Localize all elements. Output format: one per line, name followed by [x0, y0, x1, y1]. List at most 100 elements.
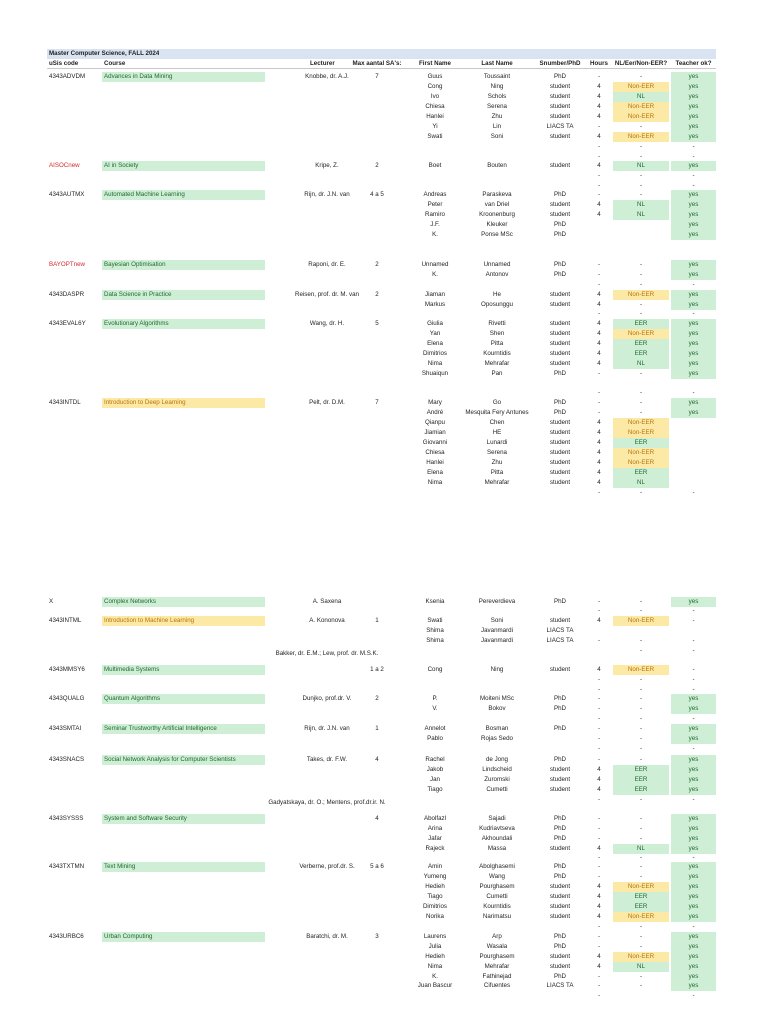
table-row: ---: [47, 171, 716, 181]
teacher-ok: yes: [671, 862, 716, 872]
table-row: Ramiro Kroonenburg student 4 NL yes: [47, 210, 716, 220]
max-assistants: 4: [375, 815, 379, 822]
last-name: Ning: [490, 666, 504, 673]
table-row: Cong Ning student 4 Non-EER yes: [47, 82, 716, 92]
teacher-ok: yes: [671, 319, 716, 329]
teacher-ok: -: [692, 182, 695, 189]
teacher-ok: yes: [671, 824, 716, 834]
nl-eer-status: EER: [613, 775, 669, 785]
teacher-ok: yes: [671, 972, 716, 982]
first-name: Unnamed: [421, 261, 449, 268]
first-name: Ramiro: [425, 211, 445, 218]
snumber: student: [549, 103, 571, 110]
first-name: Amin: [427, 863, 443, 870]
teacher-ok: yes: [671, 349, 716, 359]
nl-eer-status: NL: [613, 359, 669, 369]
nl-eer-status: Non-EER: [613, 616, 669, 626]
first-name: J.F.: [430, 221, 440, 228]
snumber: student: [549, 786, 571, 793]
nl-eer-status: NL: [613, 962, 669, 972]
teacher-ok: yes: [671, 210, 716, 220]
last-name: Paraskeva: [482, 191, 512, 198]
last-name: Zhu: [491, 113, 503, 120]
table-row: André Mesquita Fery Antunes PhD - - yes: [47, 408, 716, 418]
header-last-name: Last Name: [481, 59, 513, 67]
max-assistants: 2: [375, 162, 379, 169]
course-code: 4343MMSY6: [49, 666, 85, 673]
snumber: PhD: [553, 815, 567, 822]
header-code: uSis code: [49, 59, 79, 67]
first-name: Rajeck: [425, 845, 445, 852]
first-name: Shima: [426, 627, 444, 634]
table-row: Julia Wasala PhD - - yes: [47, 942, 716, 952]
teacher-ok: yes: [671, 844, 716, 854]
teacher-ok: yes: [671, 339, 716, 349]
snumber: student: [549, 83, 571, 90]
first-name: Peter: [427, 201, 443, 208]
last-name: de Jong: [485, 756, 509, 763]
lecturer: Verberne, prof.dr. S.: [299, 863, 355, 870]
table-row: J.F. Kleuker PhD yes: [47, 220, 716, 230]
table-row: Yan Shen student 4 Non-EER yes: [47, 329, 716, 339]
hours: 4: [597, 320, 601, 327]
teacher-ok: yes: [671, 398, 716, 408]
course-name: Data Science in Practice: [102, 290, 265, 300]
nl-eer-status: Non-EER: [613, 329, 669, 339]
table-row: Shuaiqun Pan PhD - - yes: [47, 369, 716, 379]
snumber: student: [549, 350, 571, 357]
last-name: Oposunggu: [481, 301, 513, 308]
snumber: PhD: [553, 863, 567, 870]
table-row: ---: [47, 388, 716, 398]
hours: 4: [597, 360, 601, 367]
hours: -: [597, 943, 601, 950]
nl-eer-status: -: [639, 796, 643, 803]
hours: 4: [597, 786, 601, 793]
first-name: Cong: [427, 666, 443, 673]
hours: -: [597, 863, 601, 870]
hours: -: [597, 745, 601, 752]
nl-eer-status: -: [639, 923, 643, 930]
last-name: Bouten: [487, 162, 507, 169]
first-name: Andreas: [423, 191, 447, 198]
header-row: uSis code Course Lecturer Max aantal SA'…: [47, 59, 716, 69]
teacher-ok: yes: [671, 912, 716, 922]
last-name: Bokov: [488, 705, 506, 712]
course-code: 4343DASPR: [49, 291, 85, 298]
nl-eer-status: NL: [613, 210, 669, 220]
snumber: PhD: [553, 933, 567, 940]
table-row: Arina Kudriavtseva PhD - - yes: [47, 824, 716, 834]
first-name: Annelot: [424, 725, 446, 732]
table-row: Hanlei Zhu student 4 Non-EER yes: [47, 112, 716, 122]
table-row: ---: [47, 488, 716, 498]
hours: -: [597, 686, 601, 693]
nl-eer-status: -: [639, 598, 643, 605]
last-name: Javanmardi: [481, 627, 513, 634]
snumber: student: [549, 883, 571, 890]
snumber: LIACS TA: [546, 627, 574, 634]
snumber: student: [549, 953, 571, 960]
max-assistants: 2: [375, 261, 379, 268]
nl-eer-status: -: [639, 854, 643, 861]
course-code: 4343SMTAI: [49, 725, 82, 732]
first-name: Nima: [427, 360, 443, 367]
course-name: Seminar Trustworthy Artificial Intellige…: [102, 724, 265, 734]
last-name: Ponse MSc: [481, 231, 513, 238]
first-name: Swati: [427, 617, 443, 624]
hours: -: [597, 705, 601, 712]
table-row: --: [47, 646, 716, 656]
hours: 4: [597, 162, 601, 169]
nl-eer-status: -: [639, 123, 643, 130]
course-code: BAYOPTnew: [49, 261, 85, 268]
snumber: student: [549, 893, 571, 900]
course-name: Social Network Analysis for Computer Sci…: [102, 755, 265, 765]
nl-eer-status: -: [639, 695, 643, 702]
hours: 4: [597, 617, 601, 624]
course-code: 4343TXTMN: [49, 863, 85, 870]
hours: -: [597, 399, 601, 406]
first-name: Chiesa: [425, 449, 445, 456]
teacher-ok: yes: [671, 942, 716, 952]
snumber: PhD: [553, 399, 567, 406]
first-name: Nima: [427, 479, 443, 486]
teacher-ok: yes: [671, 161, 716, 171]
header-teacher-ok: Teacher ok?: [675, 59, 712, 67]
